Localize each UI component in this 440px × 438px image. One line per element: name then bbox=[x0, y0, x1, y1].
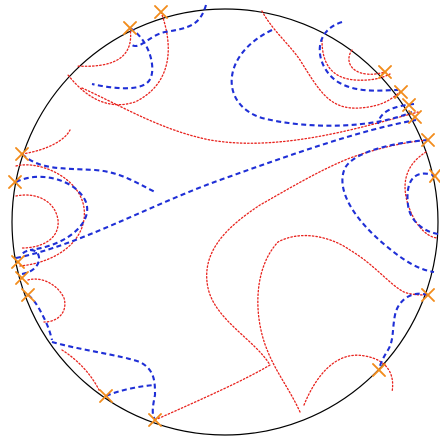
red-curve bbox=[303, 354, 394, 406]
blue-curve bbox=[230, 29, 413, 127]
cross-marker-icon bbox=[8, 175, 22, 189]
cross-marker-icon bbox=[123, 21, 137, 35]
red-curve bbox=[257, 234, 429, 413]
cross-marker-icon bbox=[99, 389, 113, 403]
cross-marker-icon bbox=[372, 363, 386, 377]
red-curve bbox=[321, 39, 391, 81]
blue-curve bbox=[318, 20, 399, 92]
cross-marker-icon bbox=[408, 110, 422, 124]
blue-curve bbox=[15, 118, 417, 260]
blue-curve bbox=[131, 4, 208, 48]
red-curve bbox=[67, 11, 169, 106]
cross-marker-icon bbox=[378, 65, 392, 79]
red-curve bbox=[81, 87, 419, 144]
blue-curve bbox=[105, 383, 156, 397]
red-curve bbox=[154, 139, 429, 421]
cross-marker-icon bbox=[421, 133, 435, 147]
cross-marker-icon bbox=[402, 98, 416, 112]
red-curve bbox=[15, 194, 59, 249]
red-curve bbox=[15, 164, 85, 267]
blue-curve bbox=[21, 249, 41, 276]
blue-curve bbox=[91, 27, 154, 90]
cross-marker-icon bbox=[421, 288, 435, 302]
cross-marker-icon bbox=[429, 169, 440, 183]
cross-marker-icon bbox=[15, 271, 29, 285]
red-curve bbox=[75, 27, 132, 67]
cross-marker-icon bbox=[15, 147, 29, 161]
cross-marker-icon bbox=[21, 288, 35, 302]
blue-curve bbox=[377, 292, 429, 371]
red-curve bbox=[261, 10, 401, 109]
red-dotted-curves bbox=[15, 10, 439, 421]
cross-marker-icon bbox=[154, 5, 168, 19]
red-curve bbox=[404, 151, 439, 239]
disk-boundary bbox=[11, 8, 439, 436]
red-curve bbox=[61, 349, 101, 393]
boundary-markers bbox=[8, 5, 440, 427]
blue-curve bbox=[341, 138, 435, 274]
red-curve bbox=[21, 129, 71, 155]
blue-curve bbox=[51, 340, 157, 421]
cross-marker-icon bbox=[11, 255, 25, 269]
blue-curve bbox=[21, 153, 156, 193]
blue-curve bbox=[27, 294, 54, 341]
blue-curve bbox=[15, 175, 89, 252]
red-curve bbox=[348, 49, 387, 75]
cross-marker-icon bbox=[148, 413, 162, 427]
blue-curve bbox=[406, 172, 439, 236]
red-curve bbox=[27, 278, 66, 323]
cross-marker-icon bbox=[394, 85, 408, 99]
